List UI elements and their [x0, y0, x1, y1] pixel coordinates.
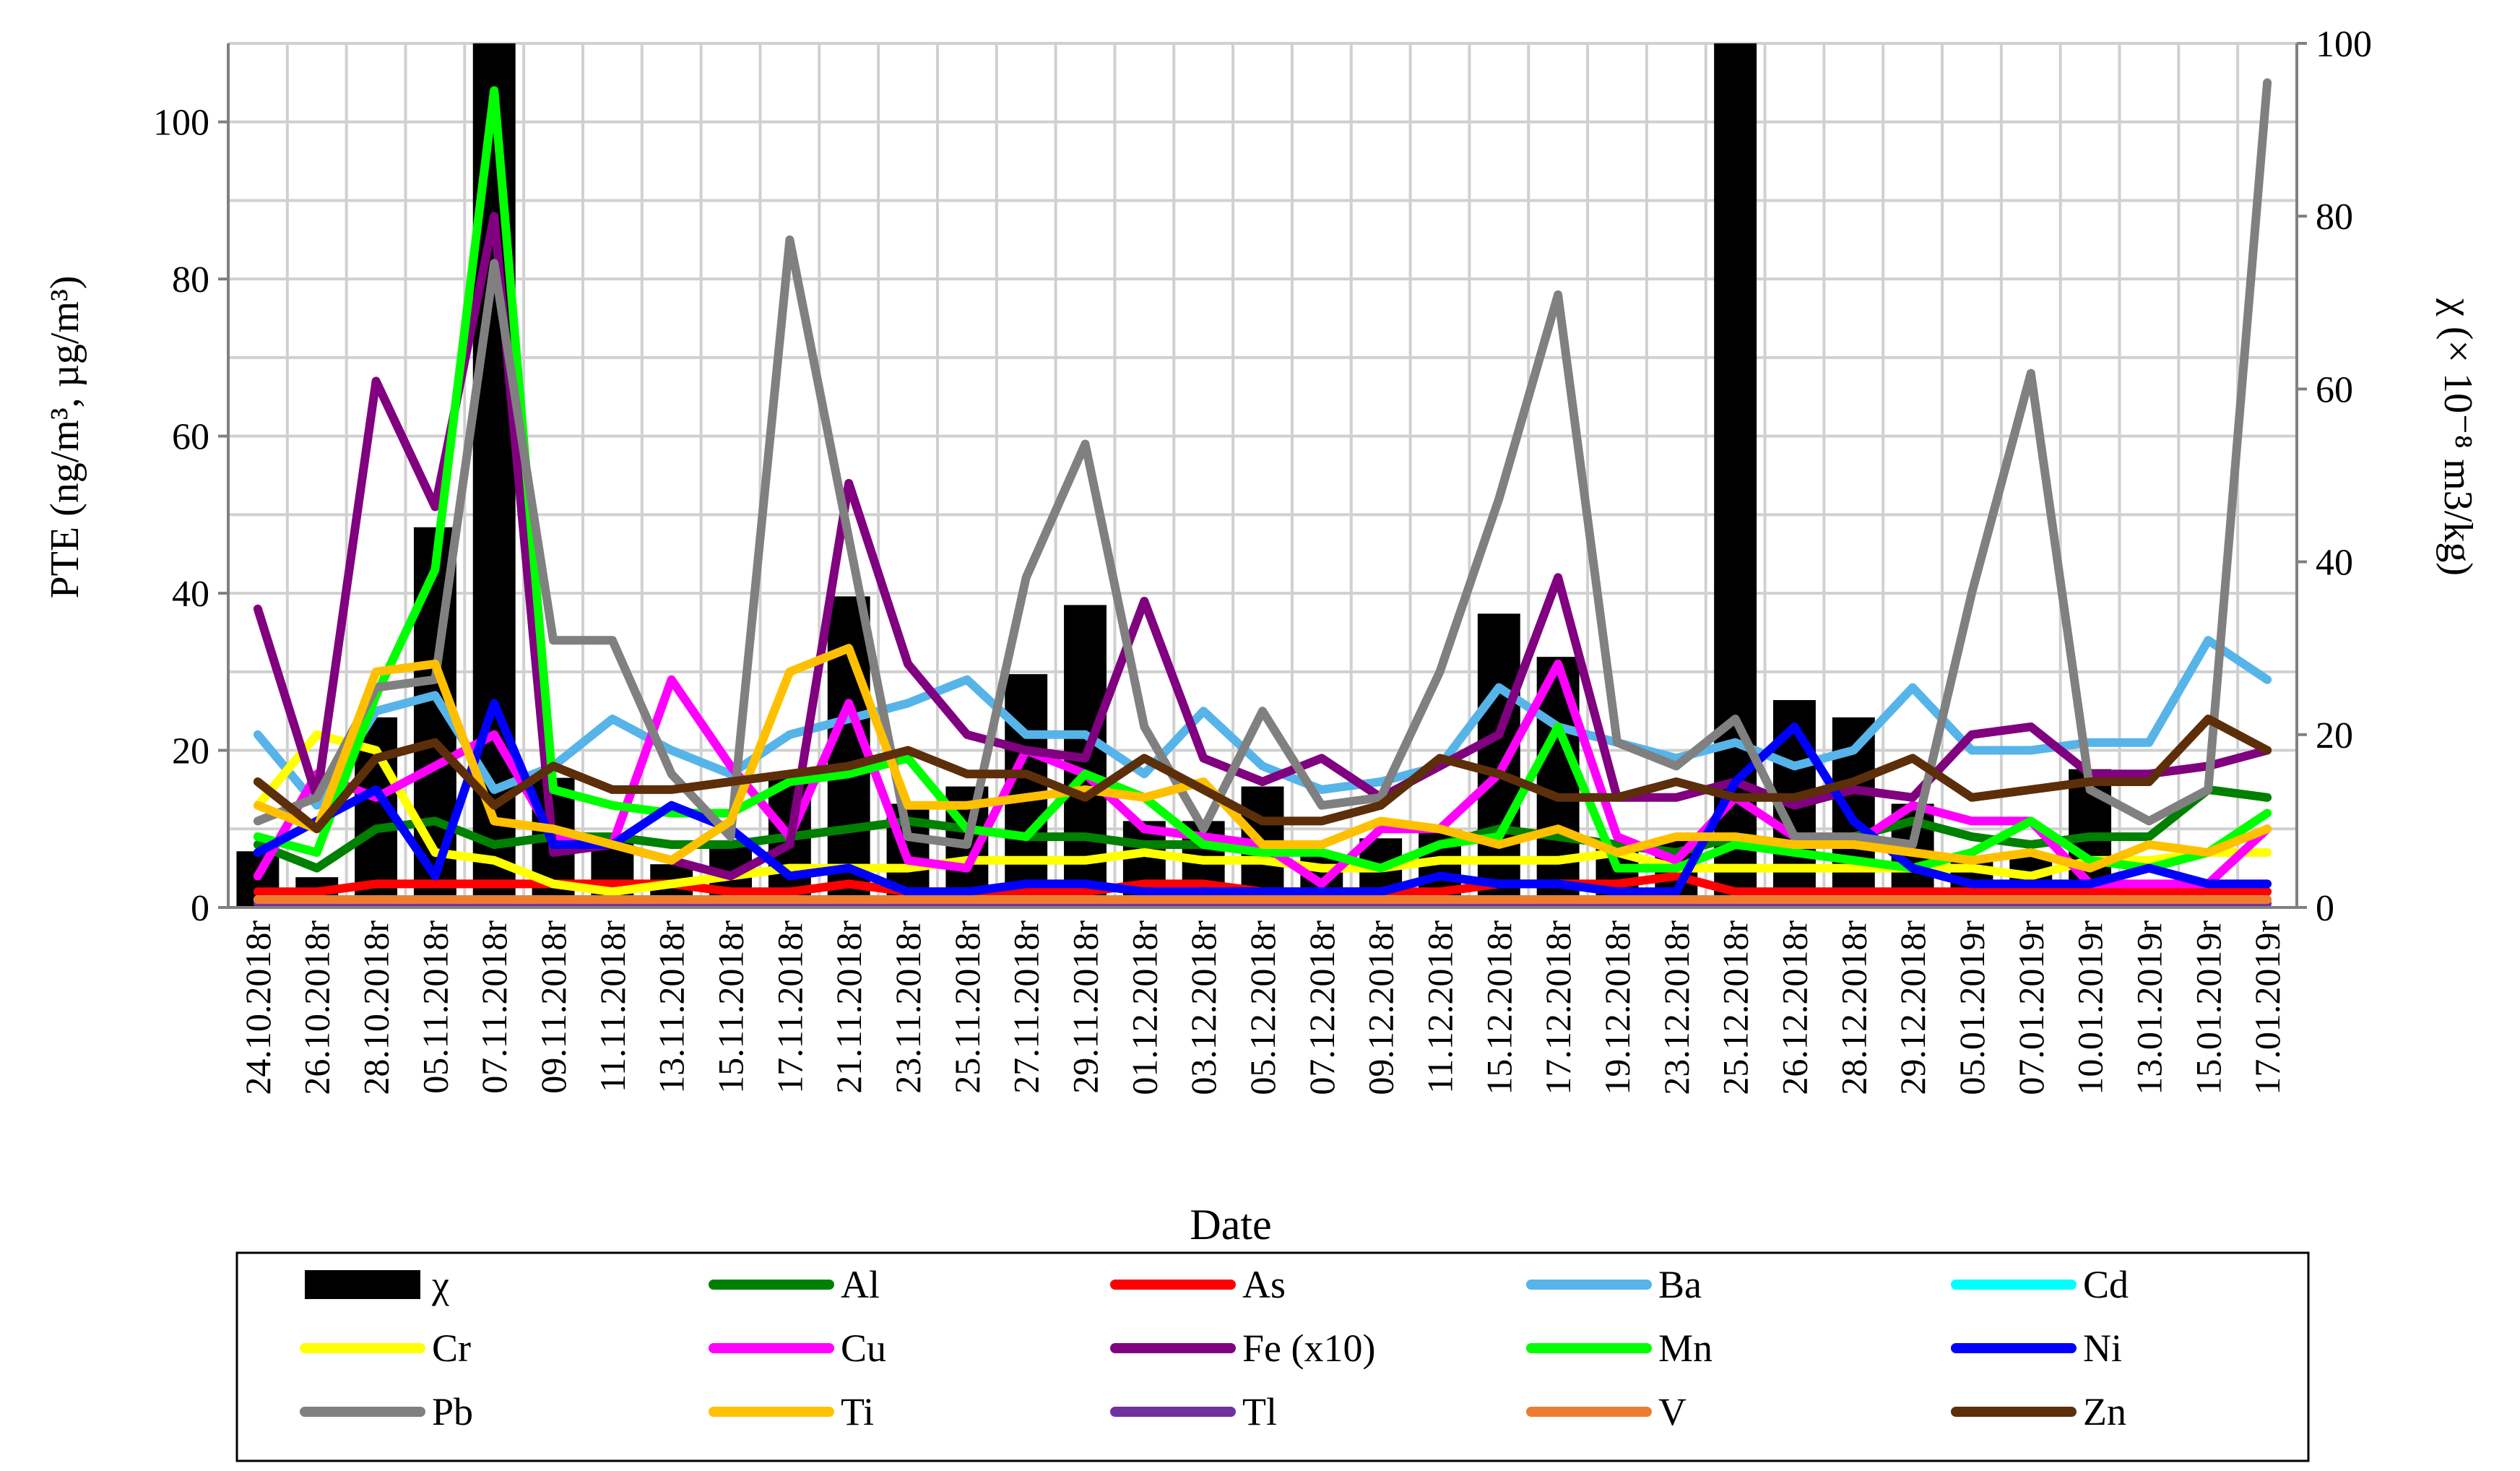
series-line-fe-x10	[253, 212, 2272, 881]
x-axis-label: Date	[1190, 1201, 1271, 1248]
x-tick-label: 28.12.2018r	[1833, 920, 1874, 1095]
y-tick-label: 40	[172, 574, 209, 615]
x-tick-label: 26.10.2018r	[297, 920, 337, 1095]
legend-label-mn: Mn	[1658, 1327, 1713, 1370]
series-line-ni	[253, 699, 2272, 897]
y-tick-label: 0	[191, 888, 209, 929]
y-tick-label: 100	[153, 103, 209, 144]
y2-tick-label: 20	[2316, 715, 2353, 756]
x-tick-label: 07.01.2019r	[2011, 920, 2051, 1095]
series-line-ti	[253, 644, 2272, 873]
axes	[227, 43, 2298, 909]
legend-label-ba: Ba	[1658, 1263, 1702, 1306]
x-tick-label: 09.12.2018r	[1361, 920, 1401, 1095]
x-tick-label: 03.12.2018r	[1183, 920, 1224, 1095]
legend-label-v: V	[1658, 1390, 1687, 1433]
y2-tick-label: 80	[2316, 197, 2353, 238]
chi-bar	[1005, 674, 1048, 907]
legend-label-tl: Tl	[1242, 1390, 1277, 1433]
y-tick-label: 80	[172, 259, 209, 301]
legend-label-as: As	[1242, 1263, 1286, 1306]
x-tick-label: 26.12.2018r	[1774, 920, 1814, 1095]
x-tick-label: 10.01.2019r	[2070, 920, 2110, 1095]
right-axis-ticks: 0 20 40 60 80 100	[2297, 24, 2372, 929]
legend-label-chi: χ	[431, 1263, 449, 1306]
legend-label-al: Al	[841, 1263, 880, 1306]
x-tick-label: 11.11.2018r	[592, 920, 633, 1092]
x-tick-label: 07.12.2018r	[1302, 920, 1342, 1095]
y2-tick-label: 40	[2316, 543, 2353, 584]
x-tick-label: 05.12.2018r	[1242, 920, 1283, 1095]
legend-label-fe-x10: Fe (x10)	[1242, 1327, 1375, 1370]
x-tick-label: 21.11.2018r	[828, 920, 869, 1094]
legend-label-cu: Cu	[841, 1327, 886, 1370]
x-tick-label: 15.01.2019r	[2188, 920, 2228, 1095]
x-tick-label: 15.11.2018r	[711, 920, 751, 1094]
legend-label-pb: Pb	[432, 1390, 473, 1433]
x-tick-label: 05.11.2018r	[415, 920, 455, 1094]
x-tick-label: 05.01.2019r	[1952, 920, 1992, 1095]
legend-label-zn: Zn	[2083, 1390, 2126, 1433]
x-tick-label: 13.11.2018r	[651, 920, 692, 1094]
x-tick-label: 23.11.2018r	[888, 920, 928, 1094]
x-tick-label: 01.12.2018r	[1124, 920, 1164, 1095]
x-tick-label: 24.10.2018r	[238, 920, 278, 1095]
x-tick-label: 09.11.2018r	[533, 920, 573, 1094]
x-tick-label: 17.01.2019r	[2247, 920, 2287, 1095]
y2-tick-label: 100	[2316, 24, 2372, 65]
x-tick-label: 28.10.2018r	[356, 920, 397, 1095]
x-tick-label: 07.11.2018r	[474, 920, 514, 1094]
x-tick-label: 15.12.2018r	[1478, 920, 1519, 1095]
legend-label-ti: Ti	[841, 1390, 874, 1433]
legend-swatch-chi	[305, 1270, 420, 1299]
y-tick-label: 60	[172, 417, 209, 458]
series-lines	[253, 78, 2272, 908]
x-tick-label: 11.12.2018r	[1419, 920, 1460, 1094]
y-axis-label: PTE (ng/m³, µg/m³)	[43, 276, 87, 599]
y-tick-label: 20	[172, 731, 209, 772]
x-tick-label: 13.01.2019r	[2129, 920, 2169, 1095]
y2-tick-label: 0	[2316, 888, 2334, 929]
x-tick-label: 19.12.2018r	[1597, 920, 1637, 1095]
x-tick-label: 17.11.2018r	[769, 920, 810, 1094]
series-line-cr	[253, 730, 2272, 897]
x-tick-label: 25.12.2018r	[1715, 920, 1756, 1095]
x-tick-label: 23.12.2018r	[1656, 920, 1697, 1095]
legend-label-cd: Cd	[2083, 1263, 2129, 1306]
legend-box	[235, 1251, 2310, 1462]
y2-axis-label: χ (× 10⁻⁸ m3/kg)	[2435, 298, 2480, 576]
series-line-zn	[253, 715, 2272, 834]
legend-label-ni: Ni	[2083, 1327, 2122, 1370]
x-tick-labels: 24.10.2018r 26.10.2018r 28.10.2018r 05.11.2…	[238, 920, 2287, 1095]
legend: χ Al As Ba Cd Cr Cu Fe (x10) Mn Ni Pb Ti Tl V Zn	[300, 1263, 2129, 1433]
x-tick-label: 29.11.2018r	[1065, 920, 1106, 1094]
series-line-ba	[253, 636, 2272, 810]
y2-tick-label: 60	[2316, 369, 2353, 410]
series-line-pb	[253, 78, 2272, 849]
x-tick-label: 25.11.2018r	[947, 920, 987, 1094]
left-axis-ticks: 0 20 40 60 80 100	[153, 103, 228, 929]
legend-label-cr: Cr	[432, 1327, 471, 1370]
x-tick-label: 29.12.2018r	[1892, 920, 1933, 1095]
x-tick-label: 17.12.2018r	[1538, 920, 1578, 1095]
series-line-mn	[253, 86, 2272, 873]
x-tick-label: 27.11.2018r	[1006, 920, 1047, 1094]
